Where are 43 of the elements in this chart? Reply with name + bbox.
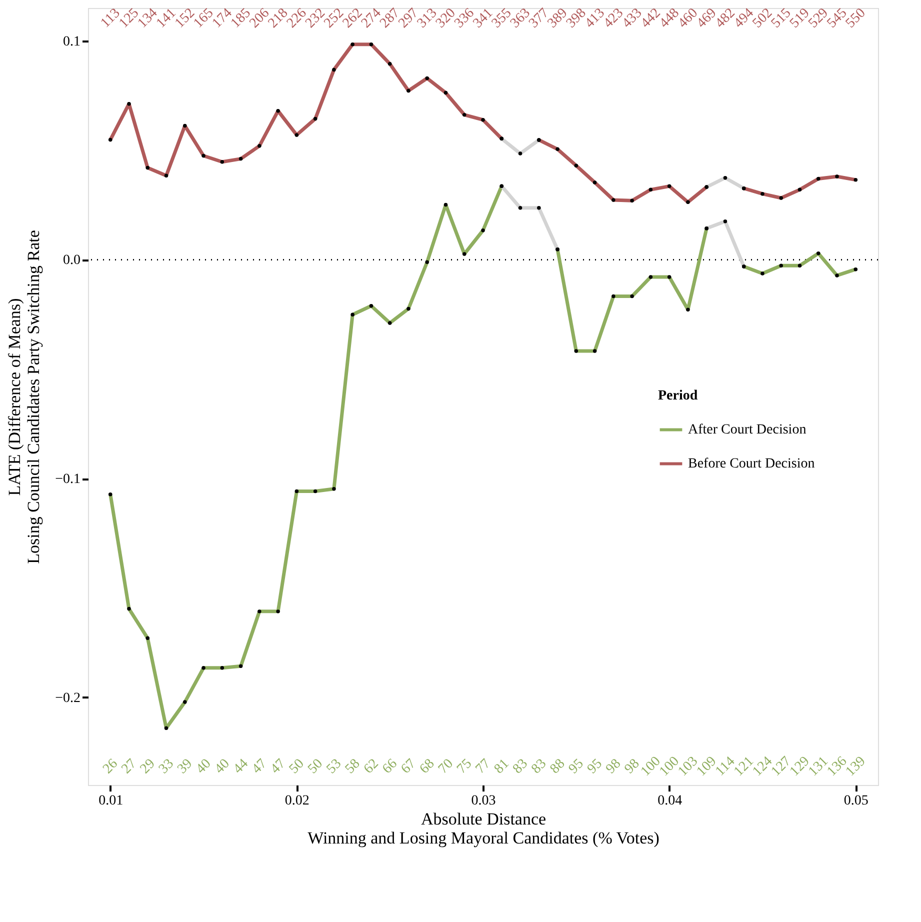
x-tick-label: 0.01 — [98, 794, 124, 808]
annotation: 83 — [528, 756, 550, 777]
annotation: 50 — [305, 756, 326, 777]
annotation: 39 — [174, 756, 196, 777]
annotation: 66 — [380, 756, 400, 777]
y-tick-label: 0.0 — [63, 253, 80, 268]
annotation: 88 — [548, 756, 568, 777]
y-tick-label: 0.1 — [63, 34, 80, 50]
annotation: 58 — [342, 756, 364, 777]
annotation: 98 — [622, 756, 643, 777]
annotation: 77 — [473, 756, 494, 777]
annotation: 95 — [584, 756, 606, 777]
annotation: 68 — [417, 756, 438, 777]
annotation: 95 — [566, 756, 587, 777]
annotation: 27 — [119, 756, 140, 777]
annotation: 40 — [194, 756, 214, 777]
legend-label: Before Court Decision — [688, 456, 815, 472]
annotation: 47 — [250, 756, 270, 777]
x-tick-label: 0.02 — [284, 794, 310, 808]
annotation: 50 — [286, 756, 308, 777]
annotation: 75 — [454, 756, 475, 777]
x-tick-label: 0.05 — [844, 794, 868, 808]
annotation: 40 — [212, 756, 233, 777]
x-tick-label: 0.03 — [471, 794, 496, 808]
legend-title: Period — [658, 388, 698, 404]
x-tick-label: 0.04 — [658, 794, 682, 808]
annotation: 70 — [436, 756, 456, 777]
legend-label: After Court Decision — [688, 422, 806, 438]
annotation: 47 — [268, 756, 289, 777]
annotation: 81 — [492, 756, 512, 777]
annotation: 53 — [324, 756, 345, 777]
y-tick-label: −0.2 — [55, 690, 80, 706]
x-axis-title: Absolute Distance Winning and Losing Mayoral Candidates (% Votes) — [308, 810, 660, 848]
annotation: 83 — [510, 756, 531, 777]
annotation: 62 — [361, 756, 382, 777]
annotation: 33 — [156, 756, 177, 777]
annotation: 26 — [100, 756, 121, 777]
y-axis-title: LATE (Difference of Means) Losing Council Candidates Party Switching Rate — [5, 230, 44, 564]
annotation: 44 — [230, 756, 252, 777]
annotation: 98 — [604, 756, 624, 777]
y-tick-label: −0.1 — [55, 472, 80, 488]
annotation: 29 — [138, 756, 158, 777]
annotation: 67 — [398, 756, 420, 777]
